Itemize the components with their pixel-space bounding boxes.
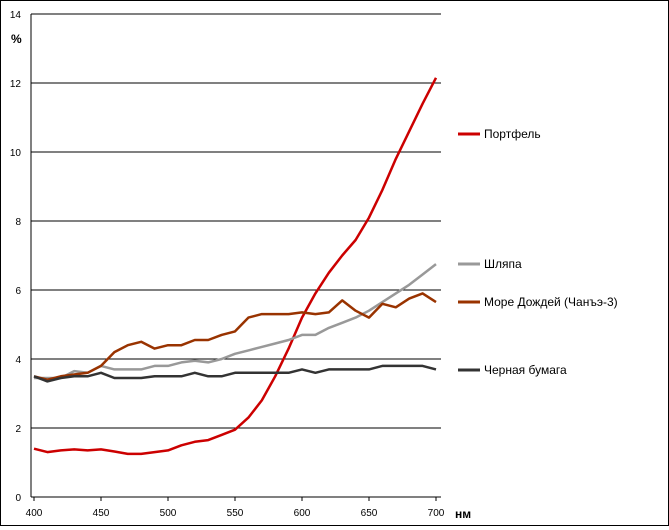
x-tick-label-600: 600 [294, 508, 311, 519]
series-lines [33, 77, 438, 456]
y-tick-label-10: 10 [10, 148, 22, 159]
grid-lines [31, 13, 441, 429]
y-tick-label-6: 6 [15, 286, 21, 297]
x-tick-label-550: 550 [227, 508, 244, 519]
legend-label-4: Черная бумага [484, 363, 567, 377]
y-tick-label-12: 12 [10, 79, 22, 90]
y-tick-label-4: 4 [15, 355, 21, 366]
y-tick-label-8: 8 [15, 217, 21, 228]
y-tick-label-0: 0 [15, 493, 21, 504]
series-line-4 [33, 364, 437, 383]
series-line-3 [33, 292, 437, 381]
series-line-1 [33, 77, 438, 456]
x-tick-label-650: 650 [361, 508, 378, 519]
y-tick-label-14: 14 [10, 10, 22, 21]
x-tick-label-700: 700 [428, 508, 445, 519]
axes: 0 2 4 6 8 10 12 14 400 450 500 550 600 650 700 [10, 10, 445, 519]
legend: Портфель Шляпа Море Дождей (Чанъэ-3) Черная… [458, 127, 618, 377]
x-tick-label-450: 450 [93, 508, 110, 519]
y-tick-label-2: 2 [15, 424, 21, 435]
x-axis-unit: нм [455, 507, 471, 521]
y-axis-unit: % [11, 32, 22, 46]
legend-label-2: Шляпа [484, 257, 522, 271]
x-tick-label-400: 400 [26, 508, 43, 519]
x-tick-label-500: 500 [160, 508, 177, 519]
legend-label-1: Портфель [484, 127, 541, 141]
series-line-2 [34, 263, 437, 380]
legend-label-3: Море Дождей (Чанъэ-3) [484, 295, 618, 309]
